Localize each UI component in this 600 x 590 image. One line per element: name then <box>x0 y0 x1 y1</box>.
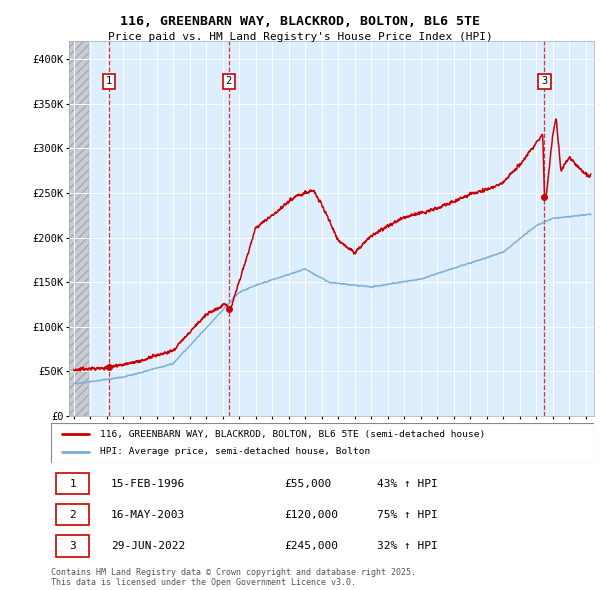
Text: 1: 1 <box>106 77 112 87</box>
Text: 15-FEB-1996: 15-FEB-1996 <box>111 478 185 489</box>
Text: 116, GREENBARN WAY, BLACKROD, BOLTON, BL6 5TE: 116, GREENBARN WAY, BLACKROD, BOLTON, BL… <box>120 15 480 28</box>
Text: £120,000: £120,000 <box>284 510 338 520</box>
Text: 116, GREENBARN WAY, BLACKROD, BOLTON, BL6 5TE (semi-detached house): 116, GREENBARN WAY, BLACKROD, BOLTON, BL… <box>100 430 485 439</box>
Bar <box>56 504 89 526</box>
Bar <box>69 41 89 416</box>
Text: 29-JUN-2022: 29-JUN-2022 <box>111 541 185 551</box>
Text: 16-MAY-2003: 16-MAY-2003 <box>111 510 185 520</box>
Text: 3: 3 <box>70 541 76 551</box>
Bar <box>56 473 89 494</box>
Text: HPI: Average price, semi-detached house, Bolton: HPI: Average price, semi-detached house,… <box>100 447 370 457</box>
Text: 3: 3 <box>541 77 548 87</box>
Text: 75% ↑ HPI: 75% ↑ HPI <box>377 510 437 520</box>
Text: 2: 2 <box>70 510 76 520</box>
Text: 1: 1 <box>70 478 76 489</box>
Bar <box>56 535 89 556</box>
Text: Contains HM Land Registry data © Crown copyright and database right 2025.
This d: Contains HM Land Registry data © Crown c… <box>51 568 416 587</box>
Text: 43% ↑ HPI: 43% ↑ HPI <box>377 478 437 489</box>
Text: £245,000: £245,000 <box>284 541 338 551</box>
Text: £55,000: £55,000 <box>284 478 332 489</box>
Text: 2: 2 <box>226 77 232 87</box>
Text: 32% ↑ HPI: 32% ↑ HPI <box>377 541 437 551</box>
Text: Price paid vs. HM Land Registry's House Price Index (HPI): Price paid vs. HM Land Registry's House … <box>107 32 493 42</box>
